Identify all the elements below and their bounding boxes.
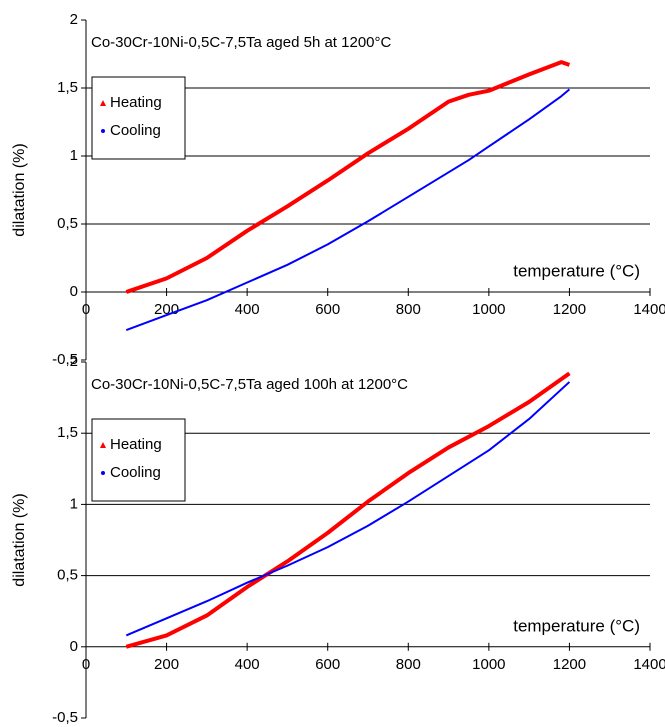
x-axis-title: temperature (°C): [513, 261, 640, 280]
y-tick-label: 1: [70, 147, 78, 164]
y-tick-label: 1,5: [57, 79, 78, 96]
y-tick-label: 1,5: [57, 424, 78, 441]
chart: -0,5 0 0,5 1 1,5 2 0 200 400 600 800 1000 1200 1400 te…: [11, 353, 665, 726]
x-tick-label: 1400: [633, 656, 665, 673]
x-tick-label: 400: [235, 301, 260, 318]
data-line: [125, 381, 571, 637]
legend-box: [91, 76, 186, 160]
x-tick-label: 1000: [472, 301, 505, 318]
y-tick-label: 0: [70, 283, 78, 300]
data-line: [125, 88, 571, 332]
y-tick-label: 0: [70, 638, 78, 655]
x-tick-label: 200: [154, 656, 179, 673]
y-tick-label: 0,5: [57, 215, 78, 232]
x-tick-label: 0: [82, 656, 90, 673]
legend-label: Heating: [110, 436, 162, 453]
y-tick-label: 0,5: [57, 567, 78, 584]
legend-label: Heating: [110, 94, 162, 111]
data-line: [125, 371, 571, 649]
y-axis-title: dilatation (%): [11, 493, 28, 586]
chart-title: Co-30Cr-10Ni-0,5C-7,5Ta aged 5h at 1200°…: [91, 34, 391, 51]
legend-marker: [100, 442, 106, 448]
legend-marker: [101, 129, 105, 133]
x-tick-label: 400: [235, 656, 260, 673]
legend-marker: [101, 471, 105, 475]
x-tick-label: 800: [396, 301, 421, 318]
x-tick-label: 600: [315, 656, 340, 673]
x-tick-label: 0: [82, 301, 90, 318]
x-tick-label: 1400: [633, 301, 665, 318]
x-tick-label: 1200: [553, 301, 586, 318]
chart: -0,500,511,520 200 400 600 800 1000 1200 1400te…: [11, 11, 665, 368]
y-tick-label: 2: [70, 353, 78, 370]
x-axis-title: temperature (°C): [513, 616, 640, 635]
chart-title: Co-30Cr-10Ni-0,5C-7,5Ta aged 100h at 120…: [91, 376, 408, 393]
y-tick-label: -0,5: [52, 351, 78, 368]
x-tick-label: 1000: [472, 656, 505, 673]
y-axis-title: dilatation (%): [11, 143, 28, 236]
legend-label: Cooling: [110, 464, 161, 481]
legend-label: Cooling: [110, 122, 161, 139]
x-tick-label: 1200: [553, 656, 586, 673]
legend-marker: [100, 100, 106, 106]
data-line: [125, 60, 571, 294]
x-tick-label: 800: [396, 656, 421, 673]
y-tick-label: 1: [70, 495, 78, 512]
y-tick-label: -0,5: [52, 709, 78, 726]
legend-box: [91, 418, 186, 502]
y-tick-label: 2: [70, 11, 78, 28]
x-tick-label: 600: [315, 301, 340, 318]
